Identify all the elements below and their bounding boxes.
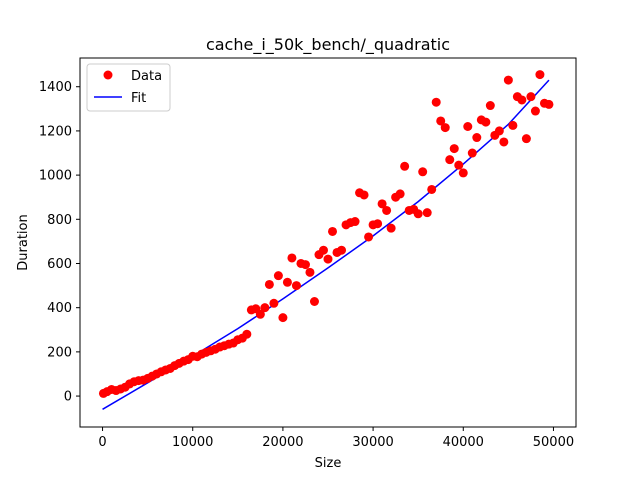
- data-point: [386, 223, 396, 233]
- data-point: [364, 232, 374, 242]
- data-point: [449, 144, 459, 154]
- legend-fit-label: Fit: [131, 91, 146, 106]
- data-point: [305, 267, 315, 277]
- y-tick-label: 600: [47, 257, 72, 272]
- y-tick-label: 200: [47, 345, 72, 360]
- legend-data-marker: [103, 70, 113, 80]
- y-tick-label: 1400: [39, 80, 72, 95]
- y-axis-ticks: 0 200 400 600 800 1000 1200 1400: [39, 80, 80, 405]
- data-point: [517, 95, 527, 105]
- data-point: [485, 101, 495, 111]
- data-point: [382, 205, 392, 215]
- data-point: [300, 260, 310, 270]
- data-point: [413, 209, 423, 219]
- y-tick-label: 400: [47, 301, 72, 316]
- data-point: [454, 160, 464, 170]
- legend: Data Fit: [86, 63, 171, 112]
- data-point: [242, 329, 252, 339]
- data-point: [530, 106, 540, 116]
- data-point: [255, 309, 265, 319]
- data-point: [309, 297, 319, 306]
- axes-frame: [79, 57, 577, 428]
- data-point: [526, 92, 536, 102]
- x-tick-label: 0: [98, 435, 106, 450]
- data-point: [427, 184, 437, 194]
- data-point: [318, 245, 328, 255]
- data-point: [467, 148, 477, 158]
- legend-data-label: Data: [131, 69, 162, 84]
- data-point: [503, 75, 513, 85]
- data-point: [269, 298, 279, 308]
- data-point: [440, 123, 450, 133]
- data-point: [264, 279, 274, 289]
- data-point: [535, 70, 545, 80]
- x-axis-label: Size: [315, 456, 342, 471]
- y-tick-label: 0: [64, 390, 72, 405]
- data-point: [359, 190, 369, 200]
- data-point: [521, 134, 531, 144]
- data-point: [400, 161, 410, 171]
- plot-area: [98, 70, 554, 410]
- data-point: [431, 97, 441, 107]
- data-point: [436, 116, 446, 126]
- data-point: [377, 199, 387, 209]
- data-point: [494, 126, 504, 136]
- x-axis-ticks: 0 10000 20000 30000 40000 50000: [98, 427, 574, 450]
- y-tick-label: 1000: [39, 169, 72, 184]
- y-tick-label: 800: [47, 213, 72, 228]
- x-tick-label: 20000: [262, 435, 303, 450]
- data-point: [273, 271, 283, 281]
- data-point: [508, 120, 518, 130]
- data-point: [323, 254, 333, 264]
- data-point: [260, 303, 270, 313]
- data-point: [422, 208, 432, 218]
- data-point: [458, 168, 468, 178]
- data-point: [445, 155, 455, 165]
- data-point: [418, 167, 428, 177]
- data-points-layer: [98, 70, 554, 398]
- data-point: [282, 277, 292, 287]
- data-point: [350, 217, 360, 227]
- data-point: [337, 245, 347, 255]
- y-axis-label: Duration: [16, 214, 31, 270]
- data-point: [278, 313, 288, 323]
- data-point: [499, 137, 509, 147]
- data-point: [544, 99, 554, 109]
- data-point: [395, 189, 405, 199]
- data-point: [481, 117, 491, 127]
- data-point: [291, 281, 301, 291]
- y-tick-label: 1200: [39, 124, 72, 139]
- chart-title: cache_i_50k_bench/_quadratic: [206, 35, 450, 55]
- data-point: [463, 122, 473, 131]
- x-tick-label: 10000: [172, 435, 213, 450]
- data-point: [373, 219, 383, 229]
- x-tick-label: 40000: [443, 435, 484, 450]
- data-point: [328, 226, 338, 236]
- x-tick-label: 50000: [533, 435, 574, 450]
- data-point: [472, 133, 482, 143]
- data-point: [287, 253, 297, 263]
- x-tick-label: 30000: [352, 435, 393, 450]
